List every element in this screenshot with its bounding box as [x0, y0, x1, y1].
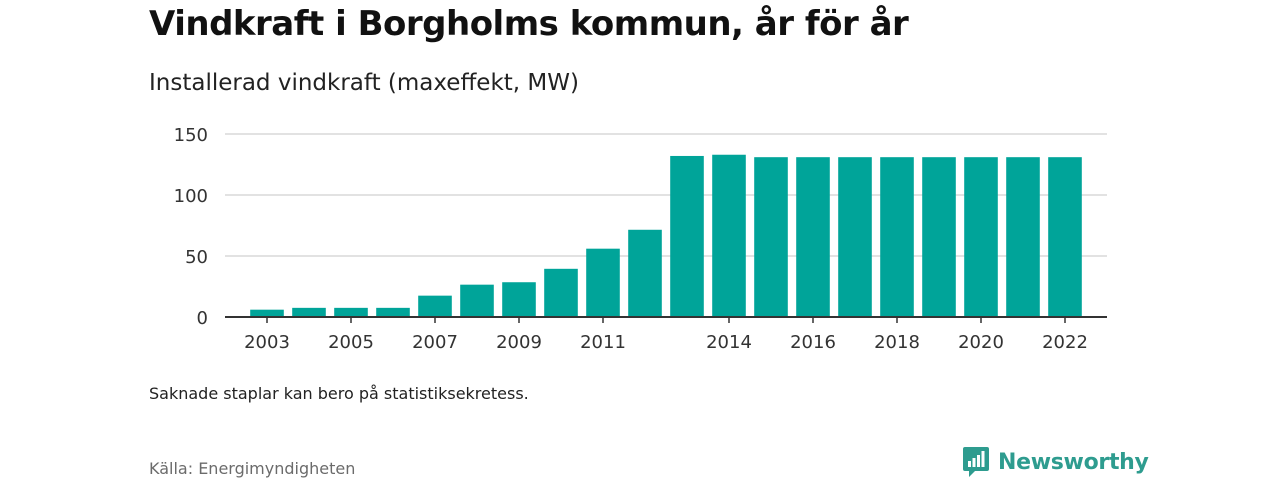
x-tick-label: 2005 [328, 332, 374, 353]
brand-name: Newsworthy [998, 449, 1149, 475]
x-tick-label: 2007 [412, 332, 458, 353]
x-tick-label: 2016 [790, 332, 836, 353]
axes [225, 316, 1107, 323]
bar-2009 [502, 282, 536, 317]
bars [250, 154, 1082, 317]
y-tick-label: 50 [185, 247, 208, 268]
bar-2007 [418, 295, 452, 317]
bar-2016 [796, 157, 830, 317]
tick-labels: 0 50 100 150 2003 2005 2007 2009 2011 2014 2016 201… [174, 125, 1088, 353]
source-credit: Källa: Energimyndigheten [149, 459, 356, 478]
bar-2010 [544, 268, 578, 317]
bar-2015 [754, 157, 788, 317]
bar-2006 [376, 307, 410, 317]
bar-2004 [292, 307, 326, 317]
x-tick-label: 2022 [1042, 332, 1088, 353]
bar-2014 [712, 154, 746, 317]
bar-2005 [334, 307, 368, 317]
bar-2011 [586, 248, 620, 317]
bar-chart: 0 50 100 150 2003 2005 2007 2009 2011 2014 2016 201… [174, 125, 1107, 353]
bar-2022 [1048, 157, 1082, 317]
bar-2018 [880, 157, 914, 317]
chart-title: Vindkraft i Borgholms kommun, år för år [149, 4, 909, 44]
brand-logo: Newsworthy [962, 446, 1149, 478]
bar-2003 [250, 309, 284, 317]
x-tick-label: 2018 [874, 332, 920, 353]
bar-2008 [460, 284, 494, 317]
newsworthy-logo-icon [963, 447, 989, 477]
grid-lines [225, 133, 1107, 257]
bar-2020 [964, 157, 998, 317]
bar-2013 [670, 155, 704, 317]
y-tick-label: 150 [174, 125, 208, 146]
bar-2017 [838, 157, 872, 317]
x-tick-label: 2014 [706, 332, 752, 353]
x-tick-label: 2003 [244, 332, 290, 353]
bar-2012 [628, 229, 662, 317]
x-tick-label: 2011 [580, 332, 626, 353]
chart-subtitle: Installerad vindkraft (maxeffekt, MW) [149, 70, 579, 96]
bar-2021 [1006, 157, 1040, 317]
y-tick-label: 0 [197, 308, 208, 329]
bar-2019 [922, 157, 956, 317]
y-tick-label: 100 [174, 186, 208, 207]
x-tick-label: 2020 [958, 332, 1004, 353]
footnote: Saknade staplar kan bero på statistiksek… [149, 384, 529, 403]
x-tick-label: 2009 [496, 332, 542, 353]
